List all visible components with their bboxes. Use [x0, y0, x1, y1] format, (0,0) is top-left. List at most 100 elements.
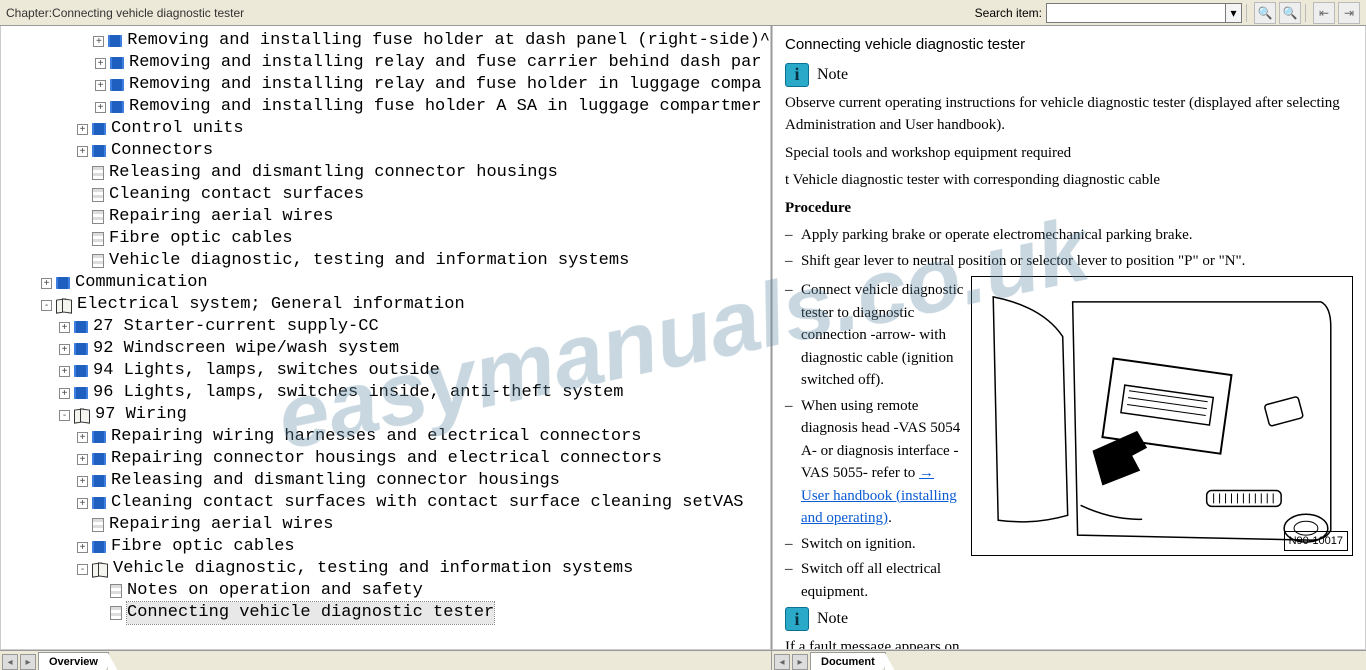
- book-closed-icon: [56, 277, 70, 289]
- book-closed-icon: [92, 453, 106, 465]
- tree-item[interactable]: - 97 Wiring: [5, 404, 770, 426]
- expand-icon[interactable]: +: [77, 124, 88, 135]
- search-next-button[interactable]: 🔍: [1279, 2, 1301, 24]
- tree-item[interactable]: + Communication: [5, 272, 770, 294]
- book-closed-icon: [110, 79, 124, 91]
- expand-icon[interactable]: +: [77, 146, 88, 157]
- collapse-button[interactable]: ⇤: [1313, 2, 1335, 24]
- chapter-label: Chapter:Connecting vehicle diagnostic te…: [6, 6, 244, 20]
- page-icon: [110, 584, 122, 598]
- tab-document[interactable]: Document: [810, 652, 886, 670]
- expand-icon[interactable]: +: [77, 476, 88, 487]
- tree-item[interactable]: Releasing and dismantling connector hous…: [5, 162, 770, 184]
- right-tabs: ◂ ▸ Document: [772, 650, 1366, 670]
- expand-icon[interactable]: +: [59, 344, 70, 355]
- collapse-icon[interactable]: -: [59, 410, 70, 421]
- expand-icon[interactable]: +: [41, 278, 52, 289]
- tree-item-label: Releasing and dismantling connector hous…: [111, 470, 560, 492]
- tree-item[interactable]: Notes on operation and safety: [5, 580, 770, 602]
- tree-item[interactable]: +96 Lights, lamps, switches inside, anti…: [5, 382, 770, 404]
- tree-item-label: 97 Wiring: [95, 404, 187, 426]
- tab-nav-prev[interactable]: ◂: [2, 654, 18, 670]
- tree-item[interactable]: + Releasing and dismantling connector hou…: [5, 470, 770, 492]
- tree-item-label: Releasing and dismantling connector hous…: [109, 162, 558, 184]
- tab-nav-prev[interactable]: ◂: [774, 654, 790, 670]
- fault-text: If a fault message appears on the screen…: [785, 636, 965, 649]
- tree-item[interactable]: +92 Windscreen wipe/wash system: [5, 338, 770, 360]
- doc-title: Connecting vehicle diagnostic tester: [785, 34, 1353, 57]
- expand-icon[interactable]: +: [95, 102, 106, 113]
- tree-item-label: Removing and installing fuse holder at d…: [127, 30, 770, 52]
- search-prev-button[interactable]: 🔍: [1254, 2, 1276, 24]
- tree-item[interactable]: + Connectors: [5, 140, 770, 162]
- book-closed-icon: [92, 145, 106, 157]
- tree-spacer: [77, 212, 88, 223]
- tree-item[interactable]: +94 Lights, lamps, switches outside: [5, 360, 770, 382]
- expand-icon[interactable]: +: [77, 454, 88, 465]
- tree-item-label: Removing and installing relay and fuse h…: [129, 74, 762, 96]
- tree-spacer: [95, 608, 106, 619]
- tree-item[interactable]: + Removing and installing fuse holder at …: [5, 30, 770, 52]
- book-open-icon: [92, 563, 108, 575]
- expand-icon[interactable]: +: [77, 432, 88, 443]
- tree-item[interactable]: +Fibre optic cables: [5, 536, 770, 558]
- tree-item-label: Communication: [75, 272, 208, 294]
- expand-icon[interactable]: +: [59, 322, 70, 333]
- tree-item[interactable]: + Control units: [5, 118, 770, 140]
- tools-item: t Vehicle diagnostic tester with corresp…: [785, 169, 1353, 192]
- search-dropdown-button[interactable]: ▾: [1226, 3, 1242, 23]
- tree-item-label: Control units: [111, 118, 244, 140]
- expand-icon[interactable]: +: [95, 80, 106, 91]
- procedure-step: –Connect vehicle diagnostic tester to di…: [785, 279, 965, 392]
- book-open-icon: [74, 409, 90, 421]
- tree-item[interactable]: -Vehicle diagnostic, testing and informa…: [5, 558, 770, 580]
- tab-nav-next[interactable]: ▸: [20, 654, 36, 670]
- tab-overview[interactable]: Overview: [38, 652, 109, 670]
- tree-item[interactable]: +27 Starter-current supply-CC: [5, 316, 770, 338]
- tree-item-label: Cleaning contact surfaces with contact s…: [111, 492, 744, 514]
- tree-item[interactable]: Repairing aerial wires: [5, 206, 770, 228]
- tree-item[interactable]: Repairing aerial wires: [5, 514, 770, 536]
- main-splitter: + Removing and installing fuse holder at …: [0, 26, 1366, 670]
- tree-item[interactable]: + Cleaning contact surfaces with contact …: [5, 492, 770, 514]
- tree-item[interactable]: Fibre optic cables: [5, 228, 770, 250]
- expand-icon[interactable]: +: [93, 36, 104, 47]
- tree-item[interactable]: Connecting vehicle diagnostic tester: [5, 602, 770, 624]
- expand-icon[interactable]: +: [59, 366, 70, 377]
- tree-spacer: [77, 168, 88, 179]
- tree-item-label: 94 Lights, lamps, switches outside: [93, 360, 440, 382]
- expand-icon[interactable]: +: [95, 58, 106, 69]
- search-input[interactable]: [1046, 3, 1226, 23]
- tree-item[interactable]: +Repairing connector housings and electr…: [5, 448, 770, 470]
- procedure-step: –Apply parking brake or operate electrom…: [785, 224, 1353, 247]
- tree-item[interactable]: +Repairing wiring harnesses and electric…: [5, 426, 770, 448]
- expand-button[interactable]: ⇥: [1338, 2, 1360, 24]
- page-icon: [92, 166, 104, 180]
- tab-nav-next[interactable]: ▸: [792, 654, 808, 670]
- tree-item[interactable]: +Removing and installing fuse holder A S…: [5, 96, 770, 118]
- book-closed-icon: [110, 57, 124, 69]
- collapse-icon[interactable]: -: [41, 300, 52, 311]
- expand-icon[interactable]: +: [77, 498, 88, 509]
- expand-icon[interactable]: +: [59, 388, 70, 399]
- page-icon: [92, 254, 104, 268]
- tree-item[interactable]: Cleaning contact surfaces: [5, 184, 770, 206]
- collapse-icon[interactable]: -: [77, 564, 88, 575]
- tree-item-label: Repairing aerial wires: [109, 514, 333, 536]
- note-icon: i: [785, 607, 809, 631]
- figure-id: N90-10017: [1284, 531, 1348, 552]
- tree-item[interactable]: Vehicle diagnostic, testing and informat…: [5, 250, 770, 272]
- expand-icon[interactable]: +: [77, 542, 88, 553]
- topic-tree[interactable]: + Removing and installing fuse holder at …: [1, 26, 770, 649]
- tree-spacer: [95, 586, 106, 597]
- tree-item[interactable]: -Electrical system; General information: [5, 294, 770, 316]
- overview-pane: + Removing and installing fuse holder at …: [0, 26, 772, 670]
- tree-item-label: Connectors: [111, 140, 213, 162]
- tree-item[interactable]: +Removing and installing relay and fuse …: [5, 52, 770, 74]
- document-pane: Connecting vehicle diagnostic tester i N…: [772, 26, 1366, 670]
- book-closed-icon: [74, 387, 88, 399]
- tree-item-label: Notes on operation and safety: [127, 580, 423, 602]
- procedure-heading: Procedure: [785, 197, 1353, 220]
- procedure-step: –Switch on ignition.: [785, 533, 965, 556]
- tree-item[interactable]: + Removing and installing relay and fuse …: [5, 74, 770, 96]
